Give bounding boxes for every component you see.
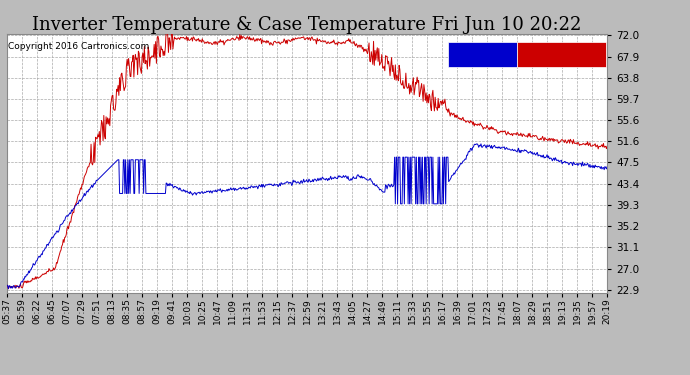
FancyBboxPatch shape <box>518 42 606 68</box>
Title: Inverter Temperature & Case Temperature Fri Jun 10 20:22: Inverter Temperature & Case Temperature … <box>32 16 582 34</box>
Text: Inverter  (°C): Inverter (°C) <box>520 50 602 60</box>
Text: Copyright 2016 Cartronics.com: Copyright 2016 Cartronics.com <box>8 42 149 51</box>
Text: Case  (°C): Case (°C) <box>453 50 512 60</box>
FancyBboxPatch shape <box>448 42 518 68</box>
